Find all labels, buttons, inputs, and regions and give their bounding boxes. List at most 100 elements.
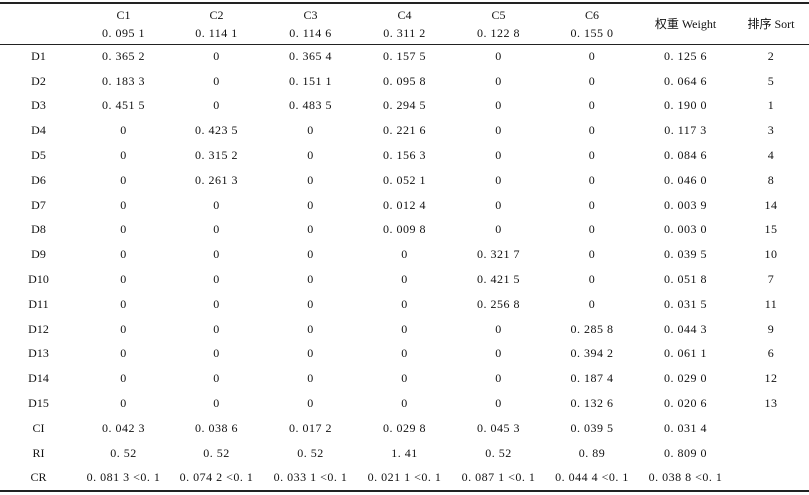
table-cell-sort: 10 [764, 247, 778, 262]
table-cell-c3: 0 [307, 296, 314, 311]
table-cell-c5: 0 [495, 396, 502, 411]
table-cell-c1: 0 [120, 148, 127, 163]
table-cell-c5: 0 [495, 371, 502, 386]
header-rule [0, 44, 809, 45]
table-cell-c5: 0 [495, 98, 502, 113]
table-cell-c2: 0 [213, 48, 220, 63]
table-cell-weight: 0. 039 5 [664, 247, 707, 262]
table-cell-sort: 8 [767, 172, 775, 187]
table-row: D8 0 0 0 0. 009 8 0 0 0. 003 0 15 [0, 218, 809, 243]
table-row: D6 0 0. 261 3 0 0. 052 1 0 0 0. 046 0 8 [0, 168, 809, 193]
table-cell-c6: 0. 132 6 [570, 396, 614, 411]
row-label: D4 [31, 123, 46, 138]
table-cell-sort: 11 [764, 296, 778, 311]
table-cell-c5: 0 [495, 123, 502, 138]
row-label: CR [30, 470, 47, 485]
table-cell-sort: 9 [767, 321, 775, 336]
table-cell-c5: 0. 421 5 [477, 272, 520, 287]
table-cell-c4: 0. 021 1 <0. 1 [367, 470, 442, 485]
table-cell-c3: 0. 151 1 [289, 73, 332, 88]
table-cell-c3: 0. 52 [297, 445, 324, 460]
table-cell-c1: 0 [120, 123, 127, 138]
table-cell-c6: 0 [588, 48, 596, 63]
table-cell-c5: 0. 256 8 [477, 296, 520, 311]
table-cell-weight: 0. 038 8 <0. 1 [648, 470, 723, 485]
table-row: D5 0 0. 315 2 0 0. 156 3 0 0 0. 084 6 4 [0, 143, 809, 168]
table-cell-c5: 0 [495, 197, 502, 212]
table-cell-c2: 0 [213, 296, 220, 311]
table-cell-c3: 0 [307, 247, 314, 262]
table-row: D13 0 0 0 0 0 0. 394 2 0. 061 1 6 [0, 342, 809, 367]
table-cell-c1: 0 [120, 396, 127, 411]
table-cell-c5: 0 [495, 222, 502, 237]
table-cell-c2: 0 [213, 197, 220, 212]
table-row: CR 0. 081 3 <0. 1 0. 074 2 <0. 1 0. 033 1 <… [0, 466, 809, 491]
table-cell-c1: 0 [120, 222, 127, 237]
table-cell-c3: 0 [307, 396, 314, 411]
header-c3: C3 0. 114 6 [263, 0, 358, 44]
table-cell-c4: 0 [401, 296, 408, 311]
table-cell-sort: 6 [767, 346, 775, 361]
table-cell-weight: 0. 044 3 [664, 321, 707, 336]
table-cell-c5: 0. 087 1 <0. 1 [461, 470, 536, 485]
table-cell-sort: 7 [767, 272, 775, 287]
table-cell-c3: 0 [307, 346, 314, 361]
criterion-weight: 0. 311 2 [383, 26, 426, 40]
table-cell-c5: 0 [495, 346, 502, 361]
criterion-name: C5 [491, 8, 506, 22]
table-cell-weight: 0. 029 0 [664, 371, 707, 386]
table-cell-weight: 0. 046 0 [664, 172, 707, 187]
row-label: D7 [31, 197, 46, 212]
table-cell-weight: 0. 084 6 [664, 148, 707, 163]
table-cell-sort: 4 [767, 148, 775, 163]
table-cell-c2: 0. 52 [203, 445, 230, 460]
table-cell-c3: 0 [307, 371, 314, 386]
table-cell-c4: 0 [401, 346, 408, 361]
table-cell-c6: 0 [588, 197, 596, 212]
table-cell-c3: 0 [307, 197, 314, 212]
table-cell-c6: 0. 039 5 [570, 420, 614, 435]
header-blank [0, 0, 77, 44]
table-cell-weight: 0. 117 3 [664, 123, 707, 138]
table-cell-c1: 0. 52 [110, 445, 137, 460]
table-cell-c5: 0. 52 [485, 445, 512, 460]
table-cell-weight: 0. 809 0 [664, 445, 707, 460]
table-cell-weight: 0. 064 6 [664, 73, 707, 88]
table-cell-c3: 0. 483 5 [289, 98, 332, 113]
table-cell-c1: 0. 081 3 <0. 1 [86, 470, 161, 485]
table-cell-c4: 0 [401, 396, 408, 411]
table-cell-c4: 0 [401, 247, 408, 262]
table-cell-c4: 0. 029 8 [383, 420, 426, 435]
table-cell-c2: 0. 261 3 [195, 172, 238, 187]
table-row: D2 0. 183 3 0 0. 151 1 0. 095 8 0 0 0. 064 6 5 [0, 69, 809, 94]
row-label: D11 [28, 296, 49, 311]
table-row: D9 0 0 0 0 0. 321 7 0 0. 039 5 10 [0, 242, 809, 267]
table-cell-sort: 15 [764, 222, 778, 237]
criterion-weight: 0. 114 6 [289, 26, 332, 40]
table-cell-c3: 0 [307, 222, 314, 237]
table-cell-c4: 0 [401, 321, 408, 336]
table-cell-c4: 0. 157 5 [383, 48, 426, 63]
table-cell-c5: 0 [495, 321, 502, 336]
criterion-name: C2 [209, 8, 224, 22]
table-cell-c4: 0. 294 5 [383, 98, 426, 113]
row-label: D9 [31, 247, 46, 262]
table-row: RI 0. 52 0. 52 0. 52 1. 41 0. 52 0. 89 0. 809 0 [0, 441, 809, 466]
criterion-weight: 0. 114 1 [195, 26, 238, 40]
table-cell-c1: 0 [120, 247, 127, 262]
table-row: D7 0 0 0 0. 012 4 0 0 0. 003 9 14 [0, 193, 809, 218]
row-label: D13 [28, 346, 49, 361]
table-cell-c2: 0. 074 2 <0. 1 [179, 470, 254, 485]
table-cell-c6: 0. 187 4 [570, 371, 614, 386]
table-cell-c4: 0. 052 1 [383, 172, 426, 187]
table-row: D1 0. 365 2 0 0. 365 4 0. 157 5 0 0 0. 125 6 2 [0, 44, 809, 69]
table-cell-c3: 0 [307, 172, 314, 187]
table-cell-c4: 0. 156 3 [383, 148, 426, 163]
header-c1: C1 0. 095 1 [77, 0, 170, 44]
row-label: D2 [31, 73, 46, 88]
table-cell-sort: 1 [767, 98, 775, 113]
table-cell-sort: 13 [764, 396, 778, 411]
table-cell-c6: 0 [588, 247, 596, 262]
table-row: D11 0 0 0 0 0. 256 8 0 0. 031 5 11 [0, 292, 809, 317]
row-label: D10 [28, 272, 49, 287]
